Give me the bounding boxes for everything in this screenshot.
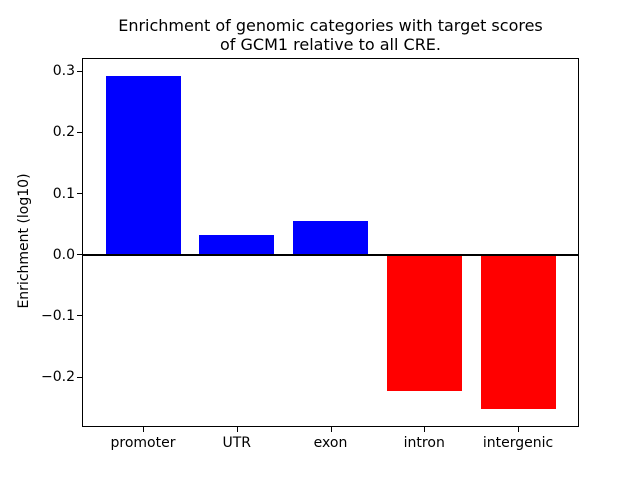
bar-promoter [105, 75, 181, 255]
x-tick-mark [518, 427, 519, 432]
y-tick-label: 0.1 [52, 185, 75, 202]
plot-area: promoter UTR exon intron intergenic 0.3 0.2 0.1… [41, 58, 579, 451]
x-tick-label: UTR [222, 435, 252, 451]
x-tick-mark [236, 427, 238, 432]
x-tick-label: intron [403, 435, 445, 451]
y-tick-label: −0.1 [41, 307, 75, 324]
y-tick-label: 0.0 [52, 246, 75, 263]
y-tick-mark [77, 131, 82, 133]
y-tick-mark [77, 376, 82, 378]
y-tick-mark [77, 193, 82, 195]
y-tick-label: 0.3 [52, 63, 75, 80]
x-tick-label: promoter [110, 435, 176, 451]
y-tick-label: 0.2 [52, 124, 75, 141]
bar-intron [386, 254, 462, 392]
bar-UTR [199, 234, 275, 255]
x-tick-mark [143, 427, 144, 432]
bar-exon [293, 221, 368, 255]
chart-title: Enrichment of genomic categories with ta… [118, 16, 543, 55]
y-tick-label: −0.2 [41, 369, 75, 386]
y-tick-mark [77, 70, 82, 72]
zero-line [83, 253, 578, 256]
bar-intergenic [480, 254, 556, 410]
x-tick-label: exon [313, 435, 348, 451]
x-tick-mark [424, 427, 426, 432]
x-tick-mark [330, 427, 332, 432]
y-tick-mark [77, 315, 82, 317]
y-tick-mark [77, 254, 82, 256]
x-tick-label: intergenic [482, 435, 554, 451]
